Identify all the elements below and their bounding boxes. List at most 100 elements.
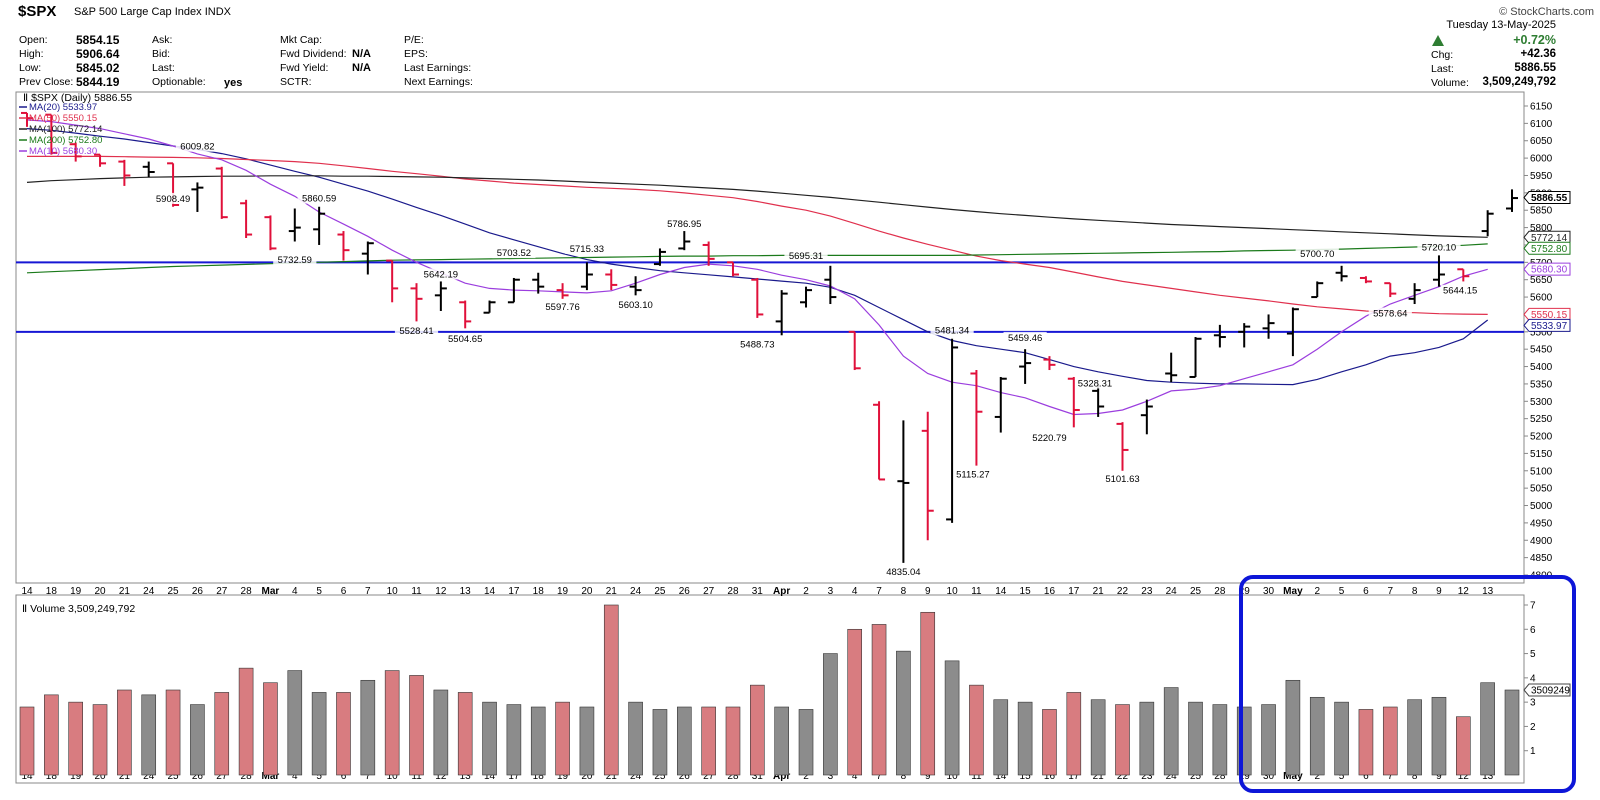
volume-bar <box>944 660 960 776</box>
last-earnings-label: Last Earnings: <box>404 62 472 74</box>
volume-x-axis-label: 14 <box>21 771 33 782</box>
ohlc-bar <box>1238 323 1251 348</box>
volume-x-axis-label: 28 <box>241 771 253 782</box>
ohlc-bar <box>1116 422 1129 471</box>
volume-tick-label: 6 <box>1530 625 1536 636</box>
volume-x-axis-label: 18 <box>46 771 58 782</box>
volume-x-axis-label: 8 <box>901 771 907 782</box>
x-axis-label: 23 <box>1141 586 1153 597</box>
price-annotation: 5732.59 <box>278 255 312 266</box>
volume-tick-label: 1 <box>1530 746 1536 757</box>
volume-x-axis-label: 27 <box>703 771 715 782</box>
volume-bar <box>1504 689 1520 776</box>
annotation-bg <box>565 243 609 255</box>
ohlc-bar <box>1384 282 1397 298</box>
volume-bar <box>1139 701 1155 776</box>
volume-x-axis-label: 25 <box>654 771 666 782</box>
index-name: S&P 500 Large Cap Index INDX <box>74 6 231 18</box>
volume-bar <box>1407 699 1422 776</box>
annotation-bg <box>930 324 974 336</box>
volume-x-axis-label: 9 <box>1436 771 1442 782</box>
volume-bar <box>165 689 181 776</box>
x-axis-label: 17 <box>1068 586 1080 597</box>
volume-bar <box>993 699 1009 776</box>
price-annotation: 5328.31 <box>1078 378 1112 389</box>
volume-bar <box>1017 701 1033 776</box>
volume-x-axis-label: 7 <box>1387 771 1393 782</box>
price-annotation: 5528.41 <box>399 326 433 337</box>
price-annotation: 5642.19 <box>424 269 458 280</box>
price-annotation: 5860.59 <box>302 194 336 205</box>
eps-label: EPS: <box>404 48 428 60</box>
price-annotation: 6009.82 <box>180 142 214 153</box>
x-axis-label: 7 <box>876 586 882 597</box>
volume-x-axis-label: 4 <box>852 771 858 782</box>
annotation-bg <box>1295 248 1339 260</box>
annotation-bg <box>881 565 925 577</box>
x-axis-label: 26 <box>192 586 204 597</box>
volume-bar <box>847 628 863 776</box>
volume-bar <box>969 684 984 776</box>
x-axis-label: 27 <box>216 586 228 597</box>
right-axis-tag-box <box>1523 318 1571 332</box>
x-axis-label: 19 <box>557 586 569 597</box>
volume-bar <box>457 692 473 776</box>
volume-bar <box>555 701 570 776</box>
volume-bar <box>652 709 668 776</box>
right-axis-tag-box <box>1523 262 1571 276</box>
x-axis-label: 9 <box>925 586 931 597</box>
volume-x-axis-label: 19 <box>70 771 82 782</box>
volume-x-axis-label: 16 <box>1044 771 1056 782</box>
ohlc-bar <box>1408 283 1421 305</box>
volume-x-axis-label: 7 <box>365 771 371 782</box>
volume-bar <box>433 689 449 776</box>
ohlc-bar <box>1092 383 1105 417</box>
stockcharts-credit[interactable]: © StockCharts.com <box>1499 6 1594 18</box>
x-axis-label: 18 <box>533 586 545 597</box>
pe-label: P/E: <box>404 34 424 46</box>
price-tick-label: 5100 <box>1530 466 1553 477</box>
volume-bar <box>798 709 814 776</box>
volume-x-axis-label: 31 <box>752 771 764 782</box>
volume-x-axis-label: Mar <box>262 771 280 782</box>
price-tick-label: 5600 <box>1530 293 1553 304</box>
ohlc-bar <box>873 401 886 481</box>
ohlc-bar <box>1043 356 1056 371</box>
volume-tick-label: 3 <box>1530 698 1536 709</box>
ohlc-bar <box>21 111 33 127</box>
volume-bar <box>287 670 303 776</box>
ohlc-bar <box>1506 189 1518 212</box>
x-axis-label: 24 <box>143 586 155 597</box>
x-axis-label: 8 <box>1412 586 1418 597</box>
volume-x-axis-label: 3 <box>828 771 834 782</box>
ohlc-bar <box>215 166 228 219</box>
annotation-bg <box>492 247 536 259</box>
fwd-dividend-label: Fwd Dividend: <box>280 48 347 60</box>
ohlc-bar <box>751 277 764 318</box>
volume-bar <box>263 682 278 776</box>
ohlc-bar <box>1019 349 1032 384</box>
volume-x-axis-label: 21 <box>1093 771 1105 782</box>
ohlc-bar <box>848 330 861 371</box>
annotation-bg <box>735 338 779 350</box>
price-annotation: 5481.34 <box>935 325 969 336</box>
ohlc-bar <box>824 265 837 305</box>
annotation-bg <box>1003 331 1047 343</box>
quote-header: $SPX S&P 500 Large Cap Index INDX © Stoc… <box>0 0 1600 92</box>
last-label: Last: <box>152 62 175 74</box>
price-tick-label: 6050 <box>1530 136 1553 147</box>
volume-bar <box>68 701 83 776</box>
volume-x-axis-label: 12 <box>1458 771 1470 782</box>
right-axis-tag-label: 5752.80 <box>1531 244 1568 255</box>
x-axis-label: 12 <box>435 586 447 597</box>
ohlc-bar <box>970 370 983 466</box>
right-axis-tag-label: 5772.14 <box>1531 233 1568 244</box>
ohlc-bar <box>118 159 131 186</box>
x-axis-label: 14 <box>21 586 33 597</box>
ohlc-bar <box>45 113 58 155</box>
price-annotation: 5786.95 <box>667 219 701 230</box>
volume-bar <box>579 706 595 776</box>
ohlc-bar <box>1213 324 1226 348</box>
volume-bar <box>1066 692 1082 776</box>
